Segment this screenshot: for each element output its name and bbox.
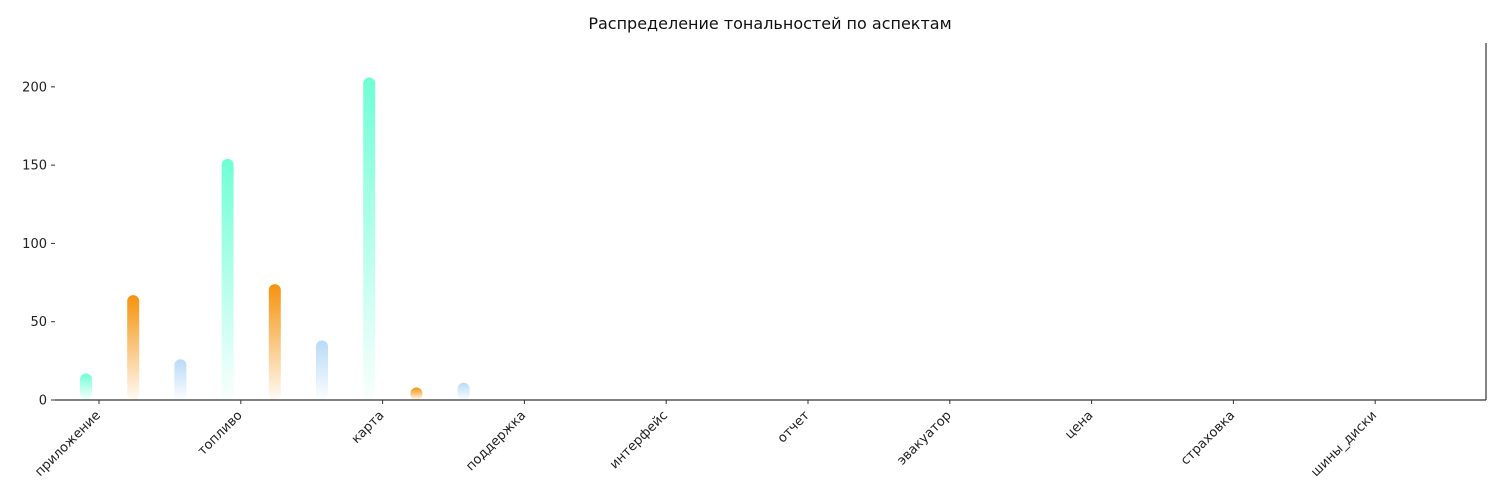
bar bbox=[127, 295, 140, 400]
x-tick-label: карта bbox=[349, 408, 388, 447]
x-tick-label: эвакуатор bbox=[894, 408, 954, 468]
bar bbox=[174, 359, 187, 400]
x-tick-label: поддержка bbox=[463, 408, 529, 474]
x-tick-label: страховка bbox=[1178, 408, 1238, 468]
y-tick-label: 150 bbox=[22, 159, 47, 174]
y-tick-label: 50 bbox=[30, 315, 47, 330]
bar bbox=[457, 382, 470, 400]
x-tick-label: интерфейс bbox=[607, 408, 671, 472]
chart-title: Распределение тональностей по аспектам bbox=[588, 14, 951, 33]
y-tick-label: 200 bbox=[22, 80, 47, 95]
x-tick-label: цена bbox=[1062, 408, 1096, 442]
x-tick-label: топливо bbox=[195, 408, 246, 459]
bar bbox=[221, 158, 234, 400]
bar bbox=[410, 387, 423, 400]
y-tick-label: 0 bbox=[39, 394, 47, 409]
bar bbox=[316, 340, 328, 400]
x-tick-label: шины_диски bbox=[1308, 408, 1380, 480]
x-tick-label: отчет bbox=[775, 408, 813, 446]
bar bbox=[363, 77, 376, 401]
bar bbox=[268, 284, 281, 400]
bar bbox=[80, 373, 92, 400]
x-tick-label: приложение bbox=[32, 408, 104, 480]
y-tick-label: 100 bbox=[22, 237, 47, 252]
